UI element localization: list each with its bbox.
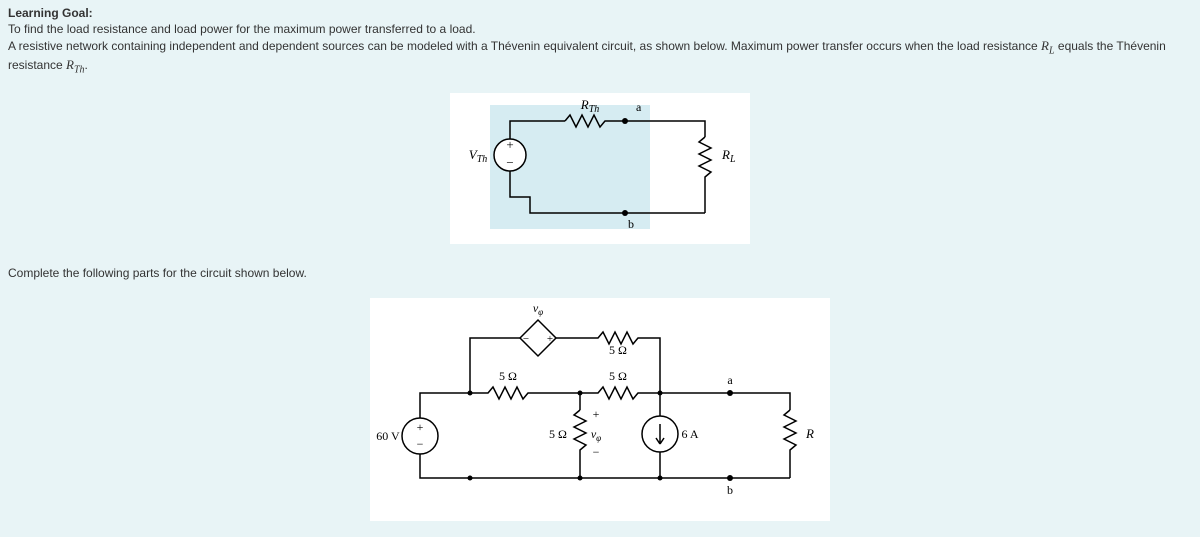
svg-text:R: R [805,426,814,441]
main-circuit-diagram: + − 60 V 5 Ω 5 Ω [370,298,830,521]
svg-text:5 Ω: 5 Ω [549,427,567,441]
thevenin-diagram: + − VTh RTh a RL b [450,93,750,244]
body-text-part1: A resistive network containing independe… [8,39,1041,53]
var-rl: RL [1041,38,1055,53]
svg-text:RL: RL [721,147,736,165]
svg-text:5 Ω: 5 Ω [499,369,517,383]
svg-text:a: a [636,100,642,114]
goal-text: To find the load resistance and load pow… [8,22,1192,36]
svg-text:+: + [593,407,600,421]
svg-text:−: − [417,437,424,451]
var-rth: RTh [66,57,85,72]
body-text: A resistive network containing independe… [8,38,1192,75]
svg-text:b: b [727,483,733,497]
svg-text:+: + [506,137,513,152]
prompt-complete-parts: Complete the following parts for the cir… [8,266,1192,280]
svg-text:60 V: 60 V [376,429,400,443]
svg-text:6 A: 6 A [681,427,698,441]
svg-text:−: − [593,445,600,459]
svg-text:a: a [727,373,733,387]
svg-text:5 Ω: 5 Ω [609,369,627,383]
svg-text:−: − [523,333,529,345]
svg-text:5 Ω: 5 Ω [609,343,627,357]
svg-text:VTh: VTh [469,147,488,165]
svg-text:+: + [417,420,424,434]
svg-text:+: + [547,333,553,345]
learning-goal-heading: Learning Goal: [8,6,1192,20]
svg-text:b: b [628,217,634,231]
svg-text:−: − [506,155,513,170]
body-text-part3: . [85,58,88,72]
